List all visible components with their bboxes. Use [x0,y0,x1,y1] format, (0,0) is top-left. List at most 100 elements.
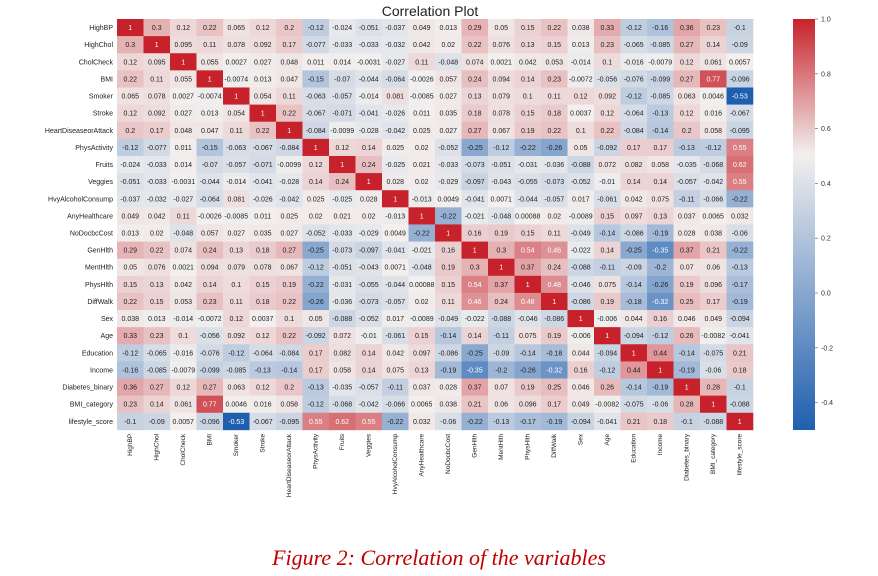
cell-value-label: -0.084 [306,128,326,135]
cell-value-label: -0.095 [730,128,750,135]
heatmap-cell [276,327,303,345]
heatmap-cell [143,241,171,259]
cell-value-label: 0.079 [227,265,245,272]
cell-value-label: -0.048 [438,59,458,66]
cell-value-label: -0.043 [359,265,379,272]
cell-value-label: -0.1 [734,385,746,392]
cell-value-label: -0.12 [599,367,615,374]
cell-value-label: 0.2 [284,385,294,392]
heatmap-cell [435,310,462,328]
cell-value-label: 0.15 [521,25,535,32]
cell-value-label: 1 [367,179,371,186]
heatmap-cell [541,121,568,140]
cell-value-label: 0.027 [439,128,457,135]
cell-value-label: 0.17 [309,367,323,374]
heatmap-cell [196,292,224,311]
cell-value-label: -0.14 [652,128,668,135]
cell-value-label: 0.11 [283,94,296,101]
row-label: Age [101,333,114,340]
heatmap-cell [700,224,727,242]
heatmap-cell [382,241,409,259]
cell-value-label: 0.12 [335,145,349,152]
cell-value-label: -0.024 [120,162,140,169]
heatmap-cell [488,378,515,396]
heatmap-cell [461,310,489,328]
cell-value-label: -0.088 [730,402,750,409]
cell-value-label: -0.086 [544,316,564,323]
heatmap-cell [276,104,303,123]
cell-value-label: -0.14 [679,350,695,357]
heatmap-cell [408,378,436,396]
cell-value-label: -0.0031 [171,179,195,186]
heatmap-cell [223,275,250,294]
cell-value-label: 0.067 [280,265,298,272]
heatmap-cell [382,224,409,242]
heatmap-cell [355,310,383,328]
cell-value-label: 0.77 [706,76,720,83]
heatmap-cell [647,361,674,379]
heatmap-cell [117,190,144,208]
heatmap-cell [700,412,727,431]
row-label: PhysActivity [75,145,113,152]
heatmap-cell [541,70,568,88]
heatmap-cell [170,412,197,431]
cell-value-label: 0.23 [150,333,164,340]
cell-value-label: 0.19 [494,231,508,238]
heatmap-cell [567,70,595,88]
heatmap-cell [726,361,754,379]
heatmap-cell [302,104,330,123]
cell-value-label: 0.22 [282,299,296,306]
cell-value-label: -0.15 [308,76,324,83]
heatmap-cell [302,53,330,71]
cell-value-label: 0.21 [468,402,482,409]
cell-value-label: 1 [287,128,291,135]
heatmap-cell [249,258,277,277]
heatmap-cell [541,155,568,174]
heatmap-cell [726,378,754,396]
heatmap-cell [382,121,409,140]
heatmap-cell [329,412,356,431]
cell-value-label: 0.025 [413,128,431,135]
cell-value-label: -0.085 [650,94,670,101]
heatmap-cell [541,190,568,208]
heatmap-cell [647,104,674,123]
heatmap-cell [408,121,436,140]
heatmap-cell [647,190,674,208]
cell-value-label: -0.041 [465,196,485,203]
heatmap-cell [117,344,144,362]
cell-value-label: -0.066 [703,196,723,203]
heatmap-cell [488,190,515,208]
cell-value-label: 0.24 [494,299,508,306]
heatmap-cell [726,53,754,71]
heatmap-cell [726,104,754,123]
cell-value-label: 0.0049 [385,231,407,238]
cell-value-label: -0.013 [412,196,432,203]
cell-value-label: -0.027 [385,59,405,66]
heatmap-cell [249,310,277,328]
heatmap-cell [408,53,436,71]
cell-value-label: 0.48 [521,299,535,306]
row-label: Stroke [93,111,113,118]
cell-value-label: -0.12 [308,25,324,32]
heatmap-cell [488,395,515,414]
cell-value-label: 0.36 [123,385,137,392]
cell-value-label: -0.0026 [410,76,434,83]
heatmap-cell [700,310,727,328]
cell-value-label: -0.049 [571,231,591,238]
cell-value-label: 0.11 [230,299,243,306]
cell-value-label: 0.013 [148,316,166,323]
heatmap-cell [726,412,754,431]
cell-value-label: 0.18 [653,419,667,426]
cell-value-label: -0.094 [624,333,644,340]
cell-value-label: -0.006 [571,333,591,340]
heatmap-cell [355,344,383,362]
heatmap-cell [620,173,648,191]
cell-value-label: -0.044 [518,196,538,203]
heatmap-cell [302,241,330,259]
cell-value-label: 0.15 [256,282,270,289]
cell-value-label: -0.35 [467,367,483,374]
cell-value-label: -0.0089 [569,213,593,220]
heatmap-cell [382,395,409,414]
cell-value-label: -0.063 [306,94,326,101]
cell-value-label: 0.0046 [703,94,725,101]
